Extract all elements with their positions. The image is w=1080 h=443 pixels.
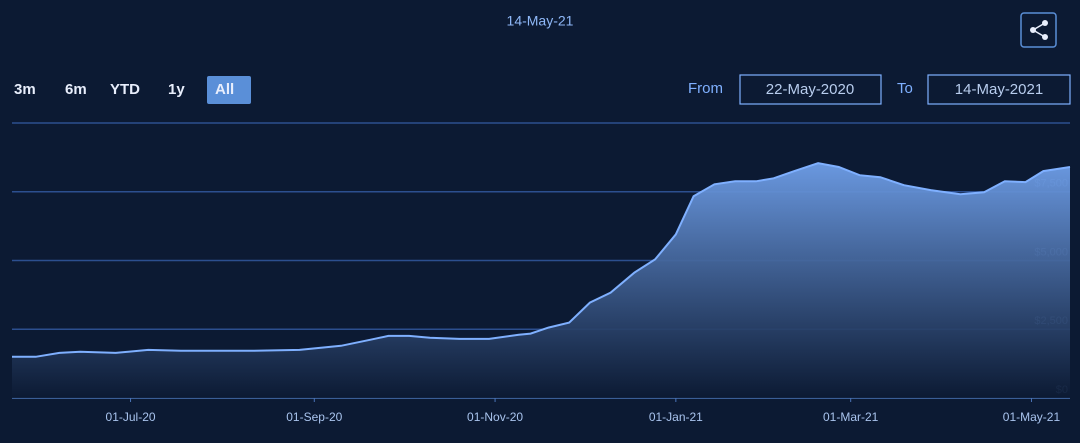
x-tick-label: 01-Sep-20 (286, 410, 342, 424)
range-button[interactable]: 6m (65, 81, 87, 98)
range-button[interactable]: 1y (168, 81, 185, 98)
range-button[interactable]: 3m (14, 81, 36, 98)
x-tick-label: 01-Mar-21 (823, 410, 879, 424)
share-icon (1032, 29, 1046, 38)
x-tick-label: 01-Nov-20 (467, 410, 523, 424)
x-tick-label: 01-Jan-21 (649, 410, 703, 424)
to-value[interactable]: 14-May-2021 (955, 81, 1043, 98)
range-button-active[interactable] (207, 76, 251, 104)
range-buttons: 3m 6m YTD 1y All (14, 76, 251, 104)
from-value[interactable]: 22-May-2020 (766, 81, 854, 98)
area (12, 163, 1070, 398)
from-label: From (688, 80, 723, 97)
to-input[interactable] (927, 74, 1071, 105)
x-tick-label: 01-Jul-20 (106, 410, 156, 424)
x-tick-label: 01-May-21 (1003, 410, 1061, 424)
range-button[interactable]: YTD (110, 81, 140, 98)
share-button[interactable] (1020, 12, 1057, 48)
chart-title: 14-May-21 (507, 13, 574, 29)
from-input[interactable] (739, 74, 882, 105)
plot: $0$2,500$5,000$7,50001-Jul-2001-Sep-2001… (12, 122, 1071, 424)
share-frame[interactable] (1020, 12, 1057, 48)
range-button[interactable]: All (215, 81, 234, 98)
to-label: To (897, 80, 913, 97)
line (12, 162, 1071, 358)
share-icon (1032, 22, 1046, 31)
